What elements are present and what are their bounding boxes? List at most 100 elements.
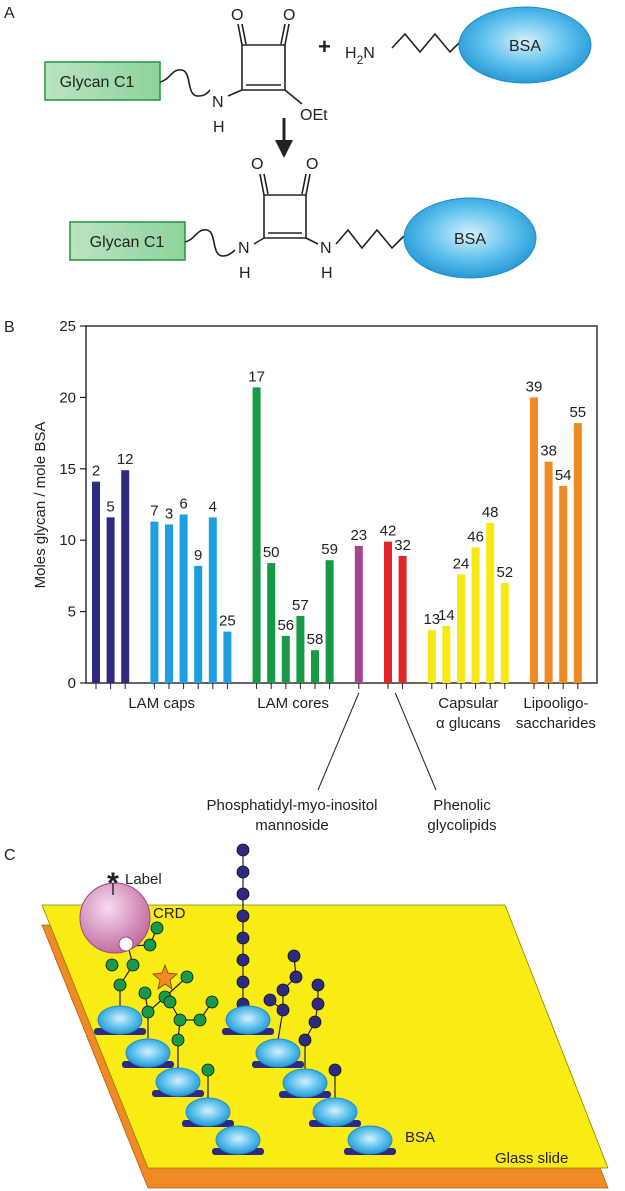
squarate-ring xyxy=(253,194,319,245)
bsa-protein xyxy=(347,1125,393,1155)
group-label: α glucans xyxy=(436,715,501,732)
bar xyxy=(471,547,480,683)
linker xyxy=(159,69,211,97)
bar xyxy=(311,650,319,683)
bar xyxy=(121,470,130,683)
bar xyxy=(530,397,538,683)
plot-frame xyxy=(85,325,598,684)
bar-id-label: 59 xyxy=(321,541,338,558)
bar-id-label: 23 xyxy=(350,527,367,544)
glycan-label: Glycan C1 xyxy=(60,74,135,91)
bar xyxy=(398,555,407,683)
group-label: saccharides xyxy=(516,715,596,732)
bsa-protein xyxy=(97,1005,143,1035)
bar-id-label: 42 xyxy=(380,523,397,540)
glass-slide xyxy=(41,904,609,1169)
bar-id-label: 38 xyxy=(540,443,557,460)
bar-id-label: 7 xyxy=(150,503,158,520)
atom-label: H xyxy=(213,119,225,136)
bar-id-label: 14 xyxy=(438,607,455,624)
y-tick-label: 15 xyxy=(59,461,76,478)
bar-id-label: 12 xyxy=(117,451,134,468)
carbonyl-bonds xyxy=(237,23,290,46)
y-tick-label: 20 xyxy=(59,389,76,406)
reaction-product xyxy=(69,173,405,261)
atom-label: O xyxy=(283,7,295,24)
bar-id-label: 4 xyxy=(209,498,217,515)
atom-label: N xyxy=(320,240,332,257)
glycan-label: Glycan C1 xyxy=(90,234,165,251)
bar-id-label: 3 xyxy=(165,505,173,522)
bar-id-label: 6 xyxy=(179,495,187,512)
group-label: Phosphatidyl-myo-inositol xyxy=(207,797,378,814)
crd-pocket xyxy=(118,936,134,952)
bar-id-label: 54 xyxy=(555,467,572,484)
bar-id-label: 2 xyxy=(92,463,100,480)
bar xyxy=(208,517,217,683)
atom-label: O xyxy=(231,7,243,24)
bsa-protein xyxy=(125,1038,171,1068)
bar xyxy=(92,481,100,683)
atom-label: N xyxy=(238,240,250,257)
atom-label: H xyxy=(239,265,251,282)
bar xyxy=(194,565,203,683)
bsa-protein xyxy=(185,1097,231,1127)
plus-sign: + xyxy=(318,34,331,59)
alkyl-chain xyxy=(391,32,463,54)
crd-domain xyxy=(79,882,151,954)
leader-line xyxy=(394,692,437,791)
ethoxy-bond xyxy=(284,89,303,105)
bar-id-label: 5 xyxy=(106,498,114,515)
bar xyxy=(223,631,232,683)
bar xyxy=(384,541,392,683)
bar xyxy=(500,583,509,683)
bar-id-label: 56 xyxy=(277,617,294,634)
group-label: LAM cores xyxy=(257,695,329,712)
panel-label: B xyxy=(4,319,15,336)
bar-id-label: 9 xyxy=(194,547,202,564)
label-text: Label xyxy=(125,871,162,888)
reaction-arrow-head xyxy=(275,140,293,158)
bar xyxy=(457,574,465,683)
bar-id-label: 39 xyxy=(526,378,543,395)
y-tick-label: 25 xyxy=(59,318,76,335)
bar xyxy=(354,545,363,683)
glycan-box xyxy=(44,61,161,101)
bar xyxy=(267,563,276,683)
bar xyxy=(486,523,495,683)
atom-label: N xyxy=(363,45,375,62)
y-tick-label: 10 xyxy=(59,532,76,549)
bar-id-label: 24 xyxy=(453,555,470,572)
group-label: Capsular xyxy=(438,695,498,712)
bar xyxy=(573,423,582,683)
bsa-protein xyxy=(312,1097,358,1127)
group-label: glycolipids xyxy=(427,817,496,834)
bsa-protein xyxy=(458,6,592,84)
bar xyxy=(296,615,305,683)
bsa-label: BSA xyxy=(405,1129,435,1146)
bar xyxy=(252,387,261,683)
bar-id-label: 46 xyxy=(467,528,484,545)
bsa-protein xyxy=(282,1068,328,1098)
bar xyxy=(544,461,553,683)
bar-id-label: 57 xyxy=(292,597,309,614)
bsa-protein xyxy=(403,197,537,279)
bsa-row xyxy=(94,1005,396,1155)
alkyl-chain xyxy=(335,228,405,250)
y-tick-label: 0 xyxy=(68,675,76,692)
array-schematic: * Label CRD BSA Glass slide xyxy=(41,843,609,1189)
group-label: Lipooligo- xyxy=(523,695,588,712)
mannose-residues xyxy=(236,843,342,1077)
subscript: 2 xyxy=(357,53,364,67)
bsa-protein xyxy=(225,1005,271,1035)
bar-id-label: 32 xyxy=(394,537,411,554)
atom-label: H xyxy=(345,45,357,62)
y-axis-label: Moles glycan / mole BSA xyxy=(32,422,49,589)
bar-id-label: 17 xyxy=(248,368,265,385)
atom-label: O xyxy=(251,156,263,173)
bar-id-label: 48 xyxy=(482,504,499,521)
bar xyxy=(165,524,173,683)
atom-label: OEt xyxy=(300,107,328,124)
glycan-box xyxy=(69,221,186,261)
asterisk: * xyxy=(107,867,119,900)
